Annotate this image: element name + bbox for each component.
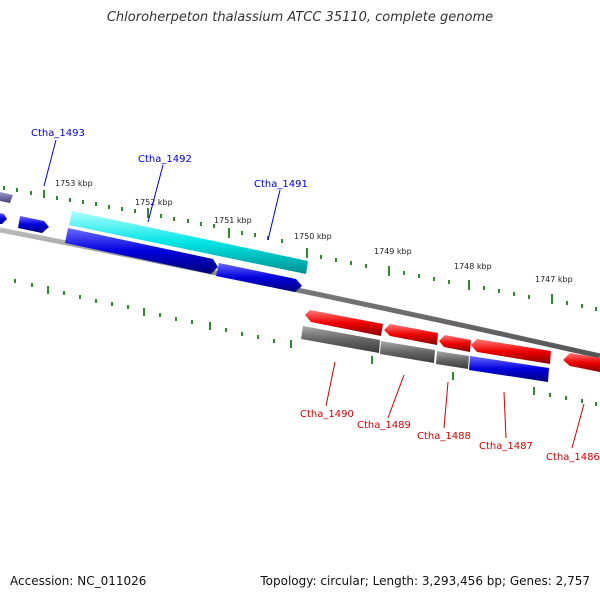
leader-ctha-1488 — [443, 381, 449, 429]
label-ctha-1492[interactable]: Ctha_1492 — [138, 154, 192, 165]
scale-label-1752: 1752 kbp — [135, 198, 173, 207]
leader-ctha-1491 — [267, 189, 281, 241]
gene-ctha-1487[interactable] — [471, 339, 551, 364]
gene-ctha-1493[interactable] — [18, 216, 49, 233]
label-ctha-1489[interactable]: Ctha_1489 — [357, 420, 411, 431]
label-ctha-1491[interactable]: Ctha_1491 — [254, 179, 308, 190]
scale-label-1749: 1749 kbp — [374, 247, 412, 256]
scale-label-1751: 1751 kbp — [214, 216, 252, 225]
gene-grey-3[interactable] — [436, 351, 469, 369]
gene-ctha-1488[interactable] — [439, 335, 471, 352]
label-ctha-1493[interactable]: Ctha_1493 — [31, 128, 85, 139]
map-title: Chloroherpeton thalassium ATCC 35110, co… — [106, 10, 494, 25]
gene-ctha-1486[interactable] — [563, 353, 600, 372]
leader-ctha-1490 — [325, 361, 336, 407]
gene-blue-long[interactable] — [65, 228, 218, 274]
gene-ctha-1492[interactable] — [69, 211, 308, 274]
scale-label-1750: 1750 kbp — [294, 232, 332, 241]
accession-text: Accession: NC_011026 — [10, 574, 147, 588]
leader-ctha-1487 — [503, 391, 507, 439]
leader-ctha-1493 — [43, 139, 57, 187]
gene-ctha-1490[interactable] — [305, 310, 383, 336]
scale-label-1753: 1753 kbp — [55, 179, 93, 188]
leader-ctha-1492 — [147, 164, 164, 223]
scale-label-1748: 1748 kbp — [454, 262, 492, 271]
label-ctha-1486[interactable]: Ctha_1486 — [546, 452, 600, 463]
gene-grey-2[interactable] — [380, 341, 435, 363]
genome-backbone — [0, 227, 600, 359]
inner-tick-ring — [14, 279, 597, 406]
label-ctha-1488[interactable]: Ctha_1488 — [417, 431, 471, 442]
outer-tick-ring — [3, 186, 597, 311]
leader-ctha-1489 — [387, 374, 405, 419]
topology-text: Topology: circular; Length: 3,293,456 bp… — [260, 574, 590, 588]
gene-blue-small-left[interactable] — [0, 213, 7, 224]
scale-label-1747: 1747 kbp — [535, 275, 573, 284]
gene-purple-partial[interactable] — [0, 192, 13, 203]
label-ctha-1487[interactable]: Ctha_1487 — [479, 441, 533, 452]
gene-ctha-1489[interactable] — [384, 324, 438, 345]
gene-grey-1[interactable] — [301, 326, 380, 353]
gene-ctha-1491[interactable] — [216, 263, 302, 292]
label-ctha-1490[interactable]: Ctha_1490 — [300, 409, 354, 420]
leader-ctha-1486 — [571, 403, 585, 449]
gene-blue-reverse[interactable] — [469, 356, 549, 382]
